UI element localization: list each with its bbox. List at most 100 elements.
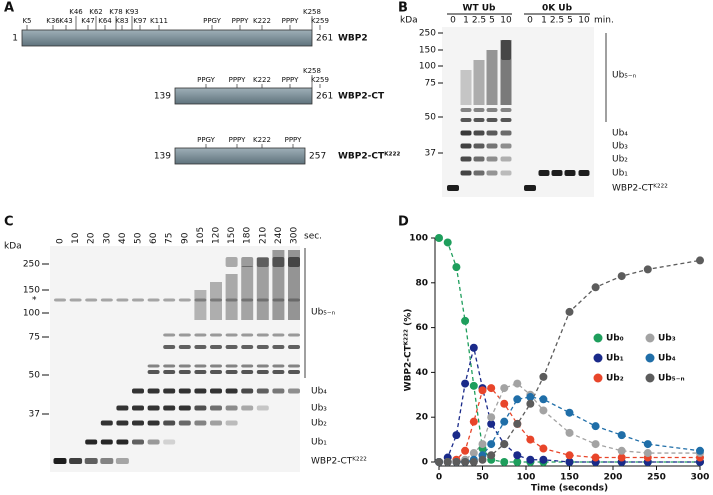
data-point [487,413,496,422]
lane-unit: min. [594,16,614,26]
band-label: Ub₅₋ₙ [612,71,637,81]
y-tick-label: 20 [415,413,428,423]
gel-band [210,333,222,337]
site-label: PPGY [203,17,222,25]
data-point [461,446,470,455]
gel-band [225,370,238,374]
y-axis-title: WBP2-CTᴷ²²² (%) [404,309,414,392]
gel-smear [473,60,485,105]
data-point [469,417,478,426]
gel-band [256,364,269,368]
data-point [565,408,574,417]
gel-band [288,333,300,337]
data-point [539,372,548,381]
legend-marker [593,333,603,343]
lane-label: 10 [500,16,512,26]
site-label: K36 [46,17,60,25]
end-label: 261 [316,34,333,44]
gel-band [116,420,129,426]
gel-band [460,170,472,176]
gel-band [272,298,285,302]
data-point [643,440,652,449]
x-tick-label: 150 [560,473,579,483]
data-point [500,384,509,393]
gel-band [100,298,113,302]
lane-label: 1 [541,16,547,26]
data-point [591,422,600,431]
gel-band [100,420,113,426]
gel-smear [241,266,254,320]
lane-label: 75 [165,233,175,244]
gel-band [473,170,485,176]
gel-band [225,345,238,349]
x-tick-label: 100 [517,473,536,483]
gel-band [54,298,66,302]
gel-band [194,333,207,337]
asterisk: * [32,296,37,306]
lane-label: 150 [227,227,237,244]
marker-label: 150 [23,286,40,296]
data-point [617,431,626,440]
gel-band [241,298,254,302]
gel-band [147,364,160,368]
gel-band [256,257,269,267]
gel [50,246,300,472]
gel-band [256,370,269,374]
gel-band [460,156,472,162]
legend-label: Ub₀ [606,334,624,344]
data-point [435,458,443,466]
gel-band [147,298,160,302]
gel-band [210,388,222,394]
lane-label: 210 [258,227,268,244]
data-point [591,440,600,449]
unit-label: kDa [4,242,22,252]
data-point [617,446,626,455]
gel-band [272,370,285,374]
panel-label: A [4,1,14,16]
gel-smear [460,70,472,105]
series-line [438,237,700,463]
y-tick-label: 60 [415,323,428,333]
data-point [478,386,487,395]
gel-band [163,420,176,426]
lane-label: 2.5 [550,16,564,26]
band-label: Ub₄ [311,387,327,397]
data-point [565,428,574,437]
end-label: 261 [316,92,333,102]
gel-band [178,370,191,374]
gel-band [178,405,191,411]
site-label: PPGY [197,136,216,144]
gel-band [524,185,536,191]
site-label: K258 [303,67,321,75]
gel-band [460,108,472,112]
panel-label: B [398,1,408,16]
series-line [439,259,701,463]
end-label: 257 [309,152,326,162]
data-point [526,455,535,464]
gel-smear [256,258,269,320]
lane-label: 2.5 [472,16,486,26]
gel-band [473,130,485,136]
data-point [500,417,509,426]
gel-band [241,388,254,394]
gel-band [132,298,144,302]
data-point [513,419,522,428]
data-point [487,384,496,393]
data-point [526,399,535,408]
gel-band [147,370,160,374]
gel-band [132,439,144,445]
lane-label: 5 [489,16,495,26]
y-tick-label: 100 [409,234,428,244]
band-label: Ub₃ [612,142,628,152]
gel-band [210,364,222,368]
data-point [500,399,509,408]
data-point [452,458,461,466]
gel-band [473,143,485,149]
lane-label: 5 [567,16,573,26]
band-label: Ub₁ [311,438,327,448]
panel-label: C [4,215,14,230]
gel-band [486,170,498,176]
gel-smear [500,40,512,105]
site-label: K62 [89,8,103,16]
